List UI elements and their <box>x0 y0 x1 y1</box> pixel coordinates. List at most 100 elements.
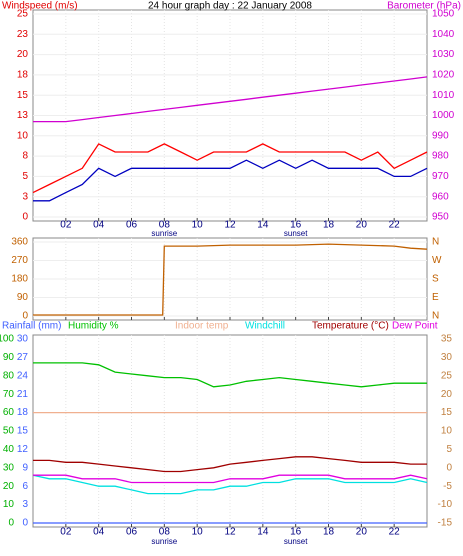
y-axis-label: Windspeed (m/s) <box>2 1 78 12</box>
y2-tick-label: 970 <box>432 171 449 182</box>
y3-tick-label: 18 <box>17 407 29 418</box>
legend-entry: Temperature (°C) <box>312 321 389 332</box>
legend-entry: Dew Point <box>392 321 438 332</box>
y2-tick-label: 990 <box>432 130 449 141</box>
y2-tick-label: 1010 <box>432 90 455 101</box>
y2-tick-label: W <box>432 255 442 266</box>
y2-tick-label: -10 <box>438 499 453 510</box>
series-line <box>33 76 428 123</box>
y3-tick-label: 15 <box>17 426 29 437</box>
y3-tick-label: 3 <box>22 499 28 510</box>
y2-tick-label: 980 <box>432 151 449 162</box>
y2-tick-label: 1020 <box>432 70 455 81</box>
y-tick-label: 20 <box>17 49 29 60</box>
x-tick-label: 20 <box>356 527 368 538</box>
legend-entry: Windchill <box>245 321 285 332</box>
y-tick-label: 8 <box>22 151 28 162</box>
y-tick-label: 90 <box>3 352 15 363</box>
annotation: sunset <box>284 537 308 546</box>
x-tick-label: 18 <box>323 220 335 231</box>
legend-entry: Rainfall (mm) <box>2 321 61 332</box>
series-line <box>33 159 428 202</box>
legend-entry: Humidity % <box>68 321 119 332</box>
y-tick-label: 23 <box>17 29 29 40</box>
x-tick-label: 14 <box>257 220 269 231</box>
y2-tick-label: 1030 <box>432 49 455 60</box>
y3-tick-label: 24 <box>17 370 29 381</box>
y3-tick-label: 6 <box>22 481 28 492</box>
y-tick-label: 0 <box>22 311 28 322</box>
x-tick-label: 08 <box>159 220 171 231</box>
x-tick-label: 20 <box>356 220 368 231</box>
y2-tick-label: 25 <box>441 370 453 381</box>
chart-title: 24 hour graph day : 22 January 2008 <box>148 1 312 12</box>
x-tick-label: 12 <box>224 220 236 231</box>
x-tick-label: 04 <box>93 220 105 231</box>
x-tick-label: 06 <box>126 527 138 538</box>
y2-tick-label: S <box>432 274 439 285</box>
y-tick-label: 18 <box>17 70 29 81</box>
y-tick-label: 25 <box>17 9 29 20</box>
y-tick-label: 360 <box>11 237 28 248</box>
y2-tick-label: 960 <box>432 191 449 202</box>
x-tick-label: 22 <box>389 527 401 538</box>
y-tick-label: 3 <box>22 191 28 202</box>
y3-tick-label: 27 <box>17 352 29 363</box>
x-tick-label: 16 <box>290 527 302 538</box>
annotation: sunrise <box>151 229 177 238</box>
series-line <box>33 243 428 316</box>
y3-tick-label: 9 <box>22 462 28 473</box>
x-tick-label: 02 <box>60 220 72 231</box>
y3-tick-label: 12 <box>17 444 29 455</box>
x-tick-label: 12 <box>224 527 236 538</box>
y2-tick-label: 950 <box>432 212 449 223</box>
series-line <box>33 456 427 473</box>
y-tick-label: 180 <box>11 274 28 285</box>
x-tick-label: 22 <box>389 220 401 231</box>
y2-tick-label: -5 <box>443 481 452 492</box>
x-tick-label: 08 <box>159 527 171 538</box>
y-tick-label: 40 <box>3 444 15 455</box>
y3-tick-label: 21 <box>17 389 29 400</box>
y2-axis-label: Barometer (hPa) <box>387 1 461 12</box>
y2-tick-label: 1050 <box>432 9 455 20</box>
y-tick-label: 270 <box>11 255 28 266</box>
y-tick-label: 30 <box>3 462 15 473</box>
y2-tick-label: 5 <box>446 444 452 455</box>
y2-tick-label: 0 <box>446 462 452 473</box>
y2-tick-label: 20 <box>441 389 453 400</box>
y2-tick-label: 1040 <box>432 29 455 40</box>
y-tick-label: 0 <box>8 518 14 529</box>
x-tick-label: 02 <box>60 527 72 538</box>
x-tick-label: 16 <box>290 220 302 231</box>
series-line <box>32 474 428 495</box>
y2-tick-label: N <box>432 237 439 248</box>
y2-tick-label: 10 <box>441 426 453 437</box>
y-tick-label: 10 <box>17 130 29 141</box>
series-line <box>32 143 428 194</box>
x-tick-label: 04 <box>93 527 105 538</box>
series-line <box>33 362 427 388</box>
y-tick-label: 15 <box>17 90 29 101</box>
series-line <box>33 474 428 484</box>
x-tick-label: 18 <box>323 527 335 538</box>
y-tick-label: 20 <box>3 481 15 492</box>
y-tick-label: 50 <box>3 426 15 437</box>
y-tick-label: 90 <box>17 292 29 303</box>
x-tick-label: 14 <box>257 527 269 538</box>
y-tick-label: 60 <box>3 407 15 418</box>
y2-tick-label: -15 <box>438 518 453 529</box>
annotation: sunrise <box>151 537 177 546</box>
y-tick-label: 13 <box>17 110 29 121</box>
y-tick-label: 0 <box>22 212 28 223</box>
y2-tick-label: N <box>432 311 439 322</box>
y2-tick-label: 1000 <box>432 110 455 121</box>
y2-tick-label: 30 <box>441 352 453 363</box>
y-tick-label: 100 <box>0 334 14 345</box>
legend-entry: Indoor temp <box>175 321 229 332</box>
y-tick-label: 10 <box>3 499 15 510</box>
y2-tick-label: E <box>432 292 439 303</box>
y-tick-label: 80 <box>3 370 15 381</box>
y-tick-label: 70 <box>3 389 15 400</box>
